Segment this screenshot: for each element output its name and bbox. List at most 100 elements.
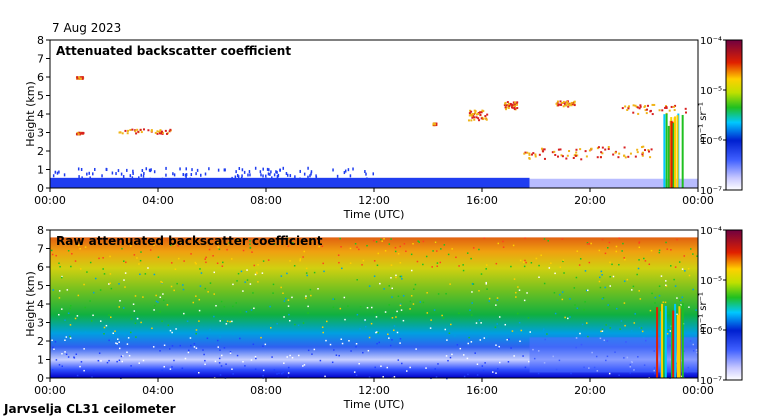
noise-pixel (599, 286, 602, 289)
noise-pixel (504, 323, 507, 326)
cloud-return (551, 151, 554, 154)
cloud-return (471, 116, 474, 119)
noise-pixel (205, 261, 207, 264)
aerosol-speck (56, 171, 59, 175)
noise-pixel (362, 259, 365, 262)
noise-pixel (467, 373, 469, 376)
noise-pixel (683, 255, 686, 257)
noise-pixel (402, 319, 405, 322)
cloud-return (76, 133, 79, 136)
aerosol-speck (150, 168, 152, 172)
cloud-return (468, 114, 471, 117)
noise-pixel (305, 267, 308, 270)
noise-pixel (388, 337, 390, 339)
noise-pixel (198, 309, 201, 312)
noise-pixel (426, 312, 429, 314)
noise-pixel (109, 282, 111, 285)
noise-pixel (498, 316, 501, 318)
noise-pixel (527, 317, 530, 319)
noise-pixel (389, 344, 392, 347)
aerosol-speck (126, 168, 128, 172)
noise-pixel (387, 333, 389, 335)
noise-pixel (665, 280, 667, 282)
noise-pixel (249, 240, 251, 242)
aerosol-speck (285, 171, 288, 175)
noise-pixel (61, 308, 63, 310)
noise-pixel (409, 308, 411, 310)
noise-pixel (476, 374, 479, 376)
noise-pixel (604, 252, 607, 255)
noise-pixel (553, 292, 556, 294)
noise-pixel (615, 307, 618, 310)
cloud-return (76, 131, 79, 134)
noise-pixel (631, 289, 633, 291)
noise-pixel (174, 268, 177, 270)
noise-pixel (543, 238, 546, 240)
cloud-return (629, 152, 632, 155)
aerosol-speck (179, 167, 181, 171)
noise-pixel (135, 336, 137, 338)
cloud-return (486, 113, 489, 116)
noise-pixel (664, 301, 667, 304)
noise-pixel (77, 294, 80, 297)
precipitation-streak (672, 310, 675, 378)
noise-pixel (511, 330, 514, 332)
noise-pixel (388, 304, 391, 306)
noise-pixel (216, 262, 219, 265)
noise-pixel (339, 237, 341, 240)
noise-pixel (562, 259, 565, 261)
noise-pixel (153, 273, 156, 276)
noise-pixel (422, 301, 425, 304)
noise-pixel (356, 279, 358, 281)
noise-pixel (687, 267, 690, 270)
noise-pixel (152, 346, 155, 348)
cloud-return (484, 115, 487, 118)
noise-pixel (623, 302, 626, 304)
noise-pixel (564, 316, 566, 319)
noise-pixel (254, 356, 257, 358)
noise-pixel (410, 295, 413, 297)
noise-pixel (680, 375, 683, 378)
noise-pixel (584, 270, 587, 272)
noise-pixel (70, 305, 72, 307)
noise-pixel (344, 318, 346, 321)
cloud-return (136, 128, 139, 131)
noise-pixel (97, 359, 100, 362)
y-tick-label: 3 (37, 317, 44, 330)
noise-pixel (58, 364, 61, 366)
cloud-return (79, 77, 82, 80)
noise-pixel (361, 264, 363, 266)
noise-pixel (89, 300, 91, 302)
noise-pixel (605, 324, 607, 326)
aerosol-speck (347, 168, 350, 172)
cloud-return (642, 145, 645, 148)
noise-pixel (114, 330, 116, 332)
noise-pixel (321, 326, 324, 328)
cloud-return (644, 149, 647, 152)
noise-pixel (373, 260, 376, 262)
noise-pixel (209, 282, 212, 284)
noise-pixel (242, 249, 245, 252)
noise-pixel (364, 319, 366, 321)
noise-pixel (388, 285, 391, 287)
noise-pixel (51, 249, 53, 252)
aerosol-speck (267, 172, 270, 176)
noise-pixel (676, 297, 678, 299)
aerosol-speck (310, 172, 312, 176)
noise-pixel (65, 336, 68, 338)
aerosol-speck (270, 170, 272, 174)
noise-pixel (317, 287, 319, 290)
noise-pixel (216, 241, 219, 243)
noise-pixel (386, 366, 388, 369)
noise-pixel (297, 324, 300, 327)
noise-pixel (103, 326, 106, 329)
noise-pixel (584, 301, 586, 303)
noise-pixel (524, 237, 526, 239)
noise-pixel (173, 244, 176, 246)
noise-pixel (688, 274, 691, 277)
cloud-return (634, 155, 637, 158)
noise-pixel (325, 339, 327, 342)
noise-pixel (76, 374, 79, 377)
precipitation-streak (664, 305, 667, 378)
cloud-return (76, 76, 79, 79)
